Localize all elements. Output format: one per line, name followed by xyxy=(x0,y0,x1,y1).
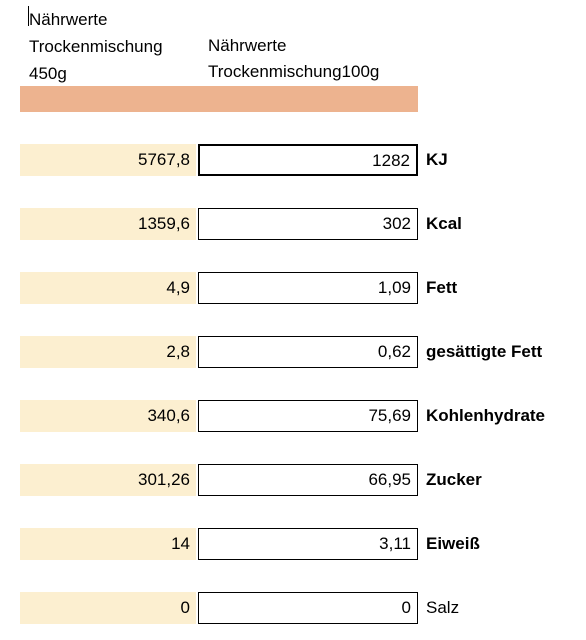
header-total-line-3: 450g xyxy=(29,64,67,83)
per-100g-value-cell[interactable]: 1282 xyxy=(198,144,418,176)
table-row: 1359,6 302 Kcal xyxy=(0,208,586,240)
per-100g-value-cell[interactable]: 3,11 xyxy=(198,528,418,560)
per-100g-value-cell[interactable]: 0,62 xyxy=(198,336,418,368)
nutrient-label[interactable]: Fett xyxy=(426,278,458,297)
per-100g-value-cell[interactable]: 0 xyxy=(198,592,418,624)
per-100g-value-cell[interactable]: 66,95 xyxy=(198,464,418,496)
header-total-mix[interactable]: Nährwerte Trockenmischung 450g xyxy=(29,6,199,87)
total-mix-value-cell[interactable]: 14 xyxy=(20,528,196,560)
header-per-100g[interactable]: Nährwerte Trockenmischung100g xyxy=(208,33,423,85)
per-100g-value-cell[interactable]: 75,69 xyxy=(198,400,418,432)
nutrient-label[interactable]: KJ xyxy=(426,150,448,169)
header-color-band[interactable] xyxy=(20,86,418,112)
table-row: 301,26 66,95 Zucker xyxy=(0,464,586,496)
header-total-line-1: Nährwerte xyxy=(29,10,108,29)
total-mix-value-cell[interactable]: 340,6 xyxy=(20,400,196,432)
header-100g-line-1: Nährwerte xyxy=(208,36,287,55)
total-mix-value-cell[interactable]: 5767,8 xyxy=(20,144,196,176)
per-100g-value-cell[interactable]: 1,09 xyxy=(198,272,418,304)
header-total-line-2: Trockenmischung xyxy=(29,37,163,56)
table-row: 5767,8 1282 KJ xyxy=(0,144,586,176)
nutrient-label[interactable]: Zucker xyxy=(426,470,482,489)
table-row: 0 0 Salz xyxy=(0,592,586,624)
nutrient-label[interactable]: Salz xyxy=(426,598,460,617)
per-100g-value-cell[interactable]: 302 xyxy=(198,208,418,240)
table-row: 14 3,11 Eiweiß xyxy=(0,528,586,560)
table-row: 2,8 0,62 gesättigte Fett xyxy=(0,336,586,368)
total-mix-value-cell[interactable]: 4,9 xyxy=(20,272,196,304)
nutrient-label[interactable]: Eiweiß xyxy=(426,534,480,553)
total-mix-value-cell[interactable]: 1359,6 xyxy=(20,208,196,240)
header-100g-line-2: Trockenmischung100g xyxy=(208,62,380,81)
nutrient-label[interactable]: Kohlenhydrate xyxy=(426,406,546,425)
total-mix-value-cell[interactable]: 0 xyxy=(20,592,196,624)
nutrient-label[interactable]: gesättigte Fett xyxy=(426,342,543,361)
text-cursor xyxy=(28,6,29,26)
total-mix-value-cell[interactable]: 2,8 xyxy=(20,336,196,368)
nutrient-label[interactable]: Kcal xyxy=(426,214,462,233)
total-mix-value-cell[interactable]: 301,26 xyxy=(20,464,196,496)
table-row: 340,6 75,69 Kohlenhydrate xyxy=(0,400,586,432)
table-row: 4,9 1,09 Fett xyxy=(0,272,586,304)
